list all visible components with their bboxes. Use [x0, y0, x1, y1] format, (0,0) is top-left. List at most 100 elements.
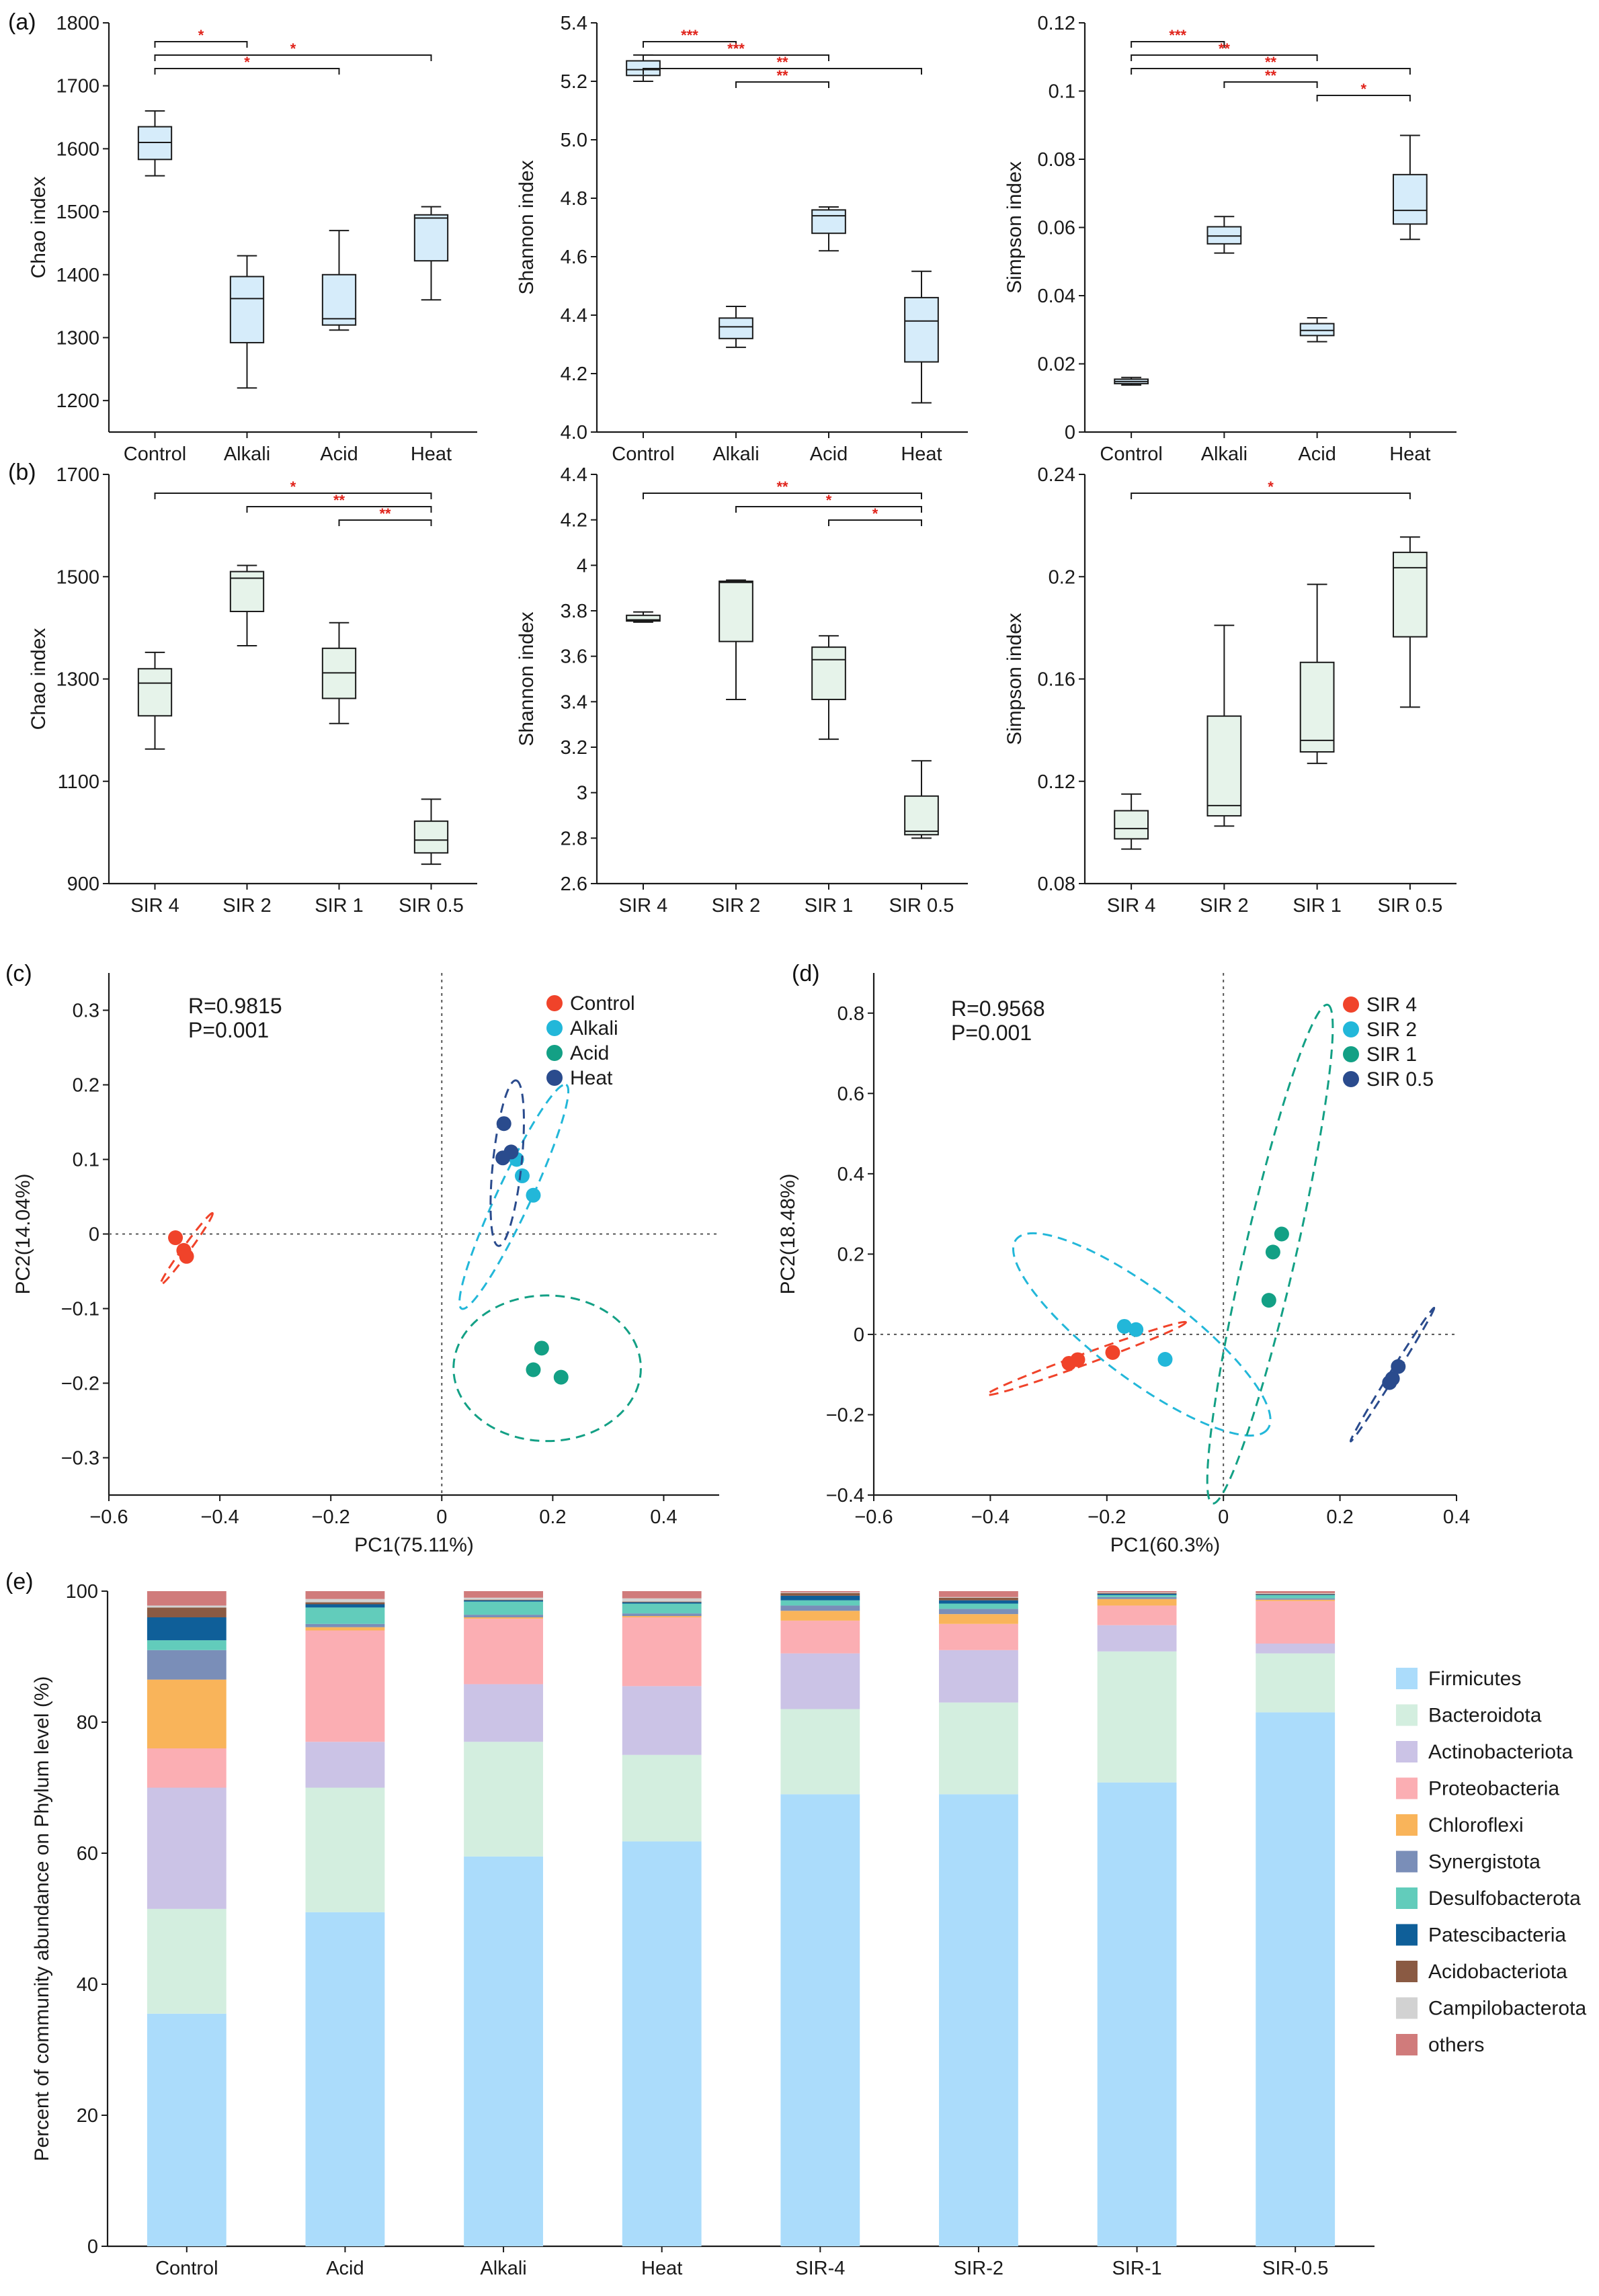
bar-segment-Proteobacteria [305, 1630, 385, 1742]
series-Acid: Acid [452, 1042, 642, 1443]
bar-segment-Synergistota [147, 1650, 227, 1680]
bar-segment-Proteobacteria [939, 1623, 1018, 1650]
y-axis-label: PC2(14.04%) [12, 1173, 34, 1294]
y-tick-label: 0.1 [1049, 81, 1075, 103]
x-tick-label: Heat [411, 443, 452, 465]
significance-bracket: ** [1131, 40, 1318, 61]
series-Heat: Heat [489, 1067, 613, 1247]
bar-segment-Desulfobacterota [780, 1600, 860, 1606]
data-point [1105, 1345, 1120, 1360]
bar-segment-Desulfobacterota [464, 1601, 543, 1615]
box-body [1392, 173, 1428, 225]
x-tick-label: SIR 0.5 [1378, 895, 1443, 917]
x-tick-label: SIR-2 [954, 2258, 1003, 2279]
bar-SIR-4 [780, 1591, 860, 2246]
bar-segment-Patescibacteria [305, 1604, 385, 1608]
legend-label: Synergistota [1428, 1851, 1541, 1873]
y-tick-label: 4 [577, 555, 587, 577]
y-axis-label: Percent of community abundance on Phylum… [31, 1676, 53, 2161]
y-tick-label: 60 [77, 1843, 98, 1865]
box-SIR 4 [626, 611, 661, 623]
bar-segment-others [780, 1591, 860, 1592]
y-axis-label: Shannon index [516, 611, 538, 746]
significance-label: * [290, 40, 296, 57]
x-tick-label: −0.2 [312, 1506, 350, 1528]
box-body [719, 581, 753, 642]
bar-segment-Campilobacterota [1097, 1592, 1177, 1593]
bracket-line [735, 81, 829, 88]
y-tick-label: 0.2 [837, 1244, 864, 1265]
box-body [137, 668, 173, 717]
bar-segment-Campilobacterota [622, 1598, 702, 1602]
y-tick-label: 0.16 [1038, 669, 1075, 691]
significance-bracket: * [154, 40, 432, 61]
bar-segment-Firmicutes [464, 1856, 543, 2246]
box-Acid [321, 230, 357, 331]
box-body [719, 317, 753, 339]
y-tick-label: 1400 [56, 265, 99, 286]
bracket-line [154, 54, 432, 61]
box-Control [1114, 376, 1149, 386]
y-tick-label: 0 [87, 2236, 98, 2258]
y-tick-label: 1500 [56, 202, 99, 223]
box-Alkali [1206, 216, 1242, 254]
y-tick-label: 5.2 [561, 71, 587, 93]
bar-SIR-0.5 [1256, 1591, 1336, 2246]
bar-segment-Firmicutes [305, 1912, 385, 2246]
y-tick-label: 0.06 [1038, 218, 1075, 239]
y-axis-label: Shannon index [516, 160, 538, 294]
y-tick-label: 0.12 [1038, 771, 1075, 793]
significance-bracket: * [828, 505, 922, 526]
legend-swatch [1396, 1924, 1418, 1946]
x-tick-label: SIR 4 [130, 895, 179, 917]
data-point [1116, 1318, 1132, 1334]
significance-bracket: * [1131, 478, 1411, 499]
x-tick-label: Alkali [712, 443, 759, 465]
y-tick-label: 900 [67, 874, 99, 895]
box-SIR 1 [811, 635, 846, 740]
legend-label: Campilobacterota [1428, 1998, 1586, 2020]
y-axis-label: PC2(18.48%) [777, 1173, 799, 1294]
y-tick-label: 4.4 [561, 464, 587, 486]
bar-segment-Firmicutes [1256, 1712, 1336, 2246]
x-tick-label: −0.6 [854, 1506, 893, 1528]
bar-segment-Patescibacteria [939, 1600, 1018, 1604]
y-tick-label: 3.8 [561, 601, 587, 622]
y-tick-label: 0.02 [1038, 354, 1075, 376]
box-body [1114, 810, 1149, 840]
bar-segment-others [1256, 1591, 1336, 1593]
y-tick-label: −0.3 [61, 1448, 99, 1470]
x-tick-label: Heat [1389, 443, 1430, 465]
legend-label: Acidobacteriota [1428, 1961, 1567, 1983]
y-tick-label: 0.12 [1038, 13, 1075, 34]
box-body [1299, 323, 1335, 337]
box-SIR 1 [321, 622, 357, 724]
legend-swatch [1396, 1887, 1418, 1909]
bracket-line [643, 54, 829, 61]
y-tick-label: 0 [854, 1324, 864, 1346]
bar-segment-Actinobacteriota [147, 1787, 227, 1909]
data-point [526, 1187, 541, 1203]
bracket-line [643, 41, 737, 48]
bracket-line [246, 506, 432, 513]
bar-SIR-2 [939, 1591, 1018, 2246]
data-point [1261, 1293, 1276, 1308]
significance-label: * [244, 54, 250, 71]
significance-bracket: ** [338, 505, 432, 526]
bar-segment-Proteobacteria [1097, 1605, 1177, 1625]
box-body [904, 795, 939, 836]
significance-label: ** [776, 67, 788, 84]
stat-text: R=0.9815 [188, 994, 282, 1018]
bar-segment-Chloroflexi [1097, 1599, 1177, 1606]
data-point [496, 1116, 511, 1132]
y-tick-label: 3.2 [561, 737, 587, 759]
stat-text: R=0.9568 [951, 996, 1045, 1021]
y-tick-label: 4.8 [561, 188, 587, 210]
significance-label: ** [776, 54, 788, 71]
x-axis-label: PC1(75.11%) [354, 1534, 474, 1556]
x-tick-label: SIR 1 [315, 895, 364, 917]
bar-SIR-1 [1097, 1591, 1177, 2246]
legend-swatch [1396, 1668, 1418, 1689]
y-tick-label: 3.6 [561, 646, 587, 668]
legend-label: Acid [570, 1042, 609, 1064]
